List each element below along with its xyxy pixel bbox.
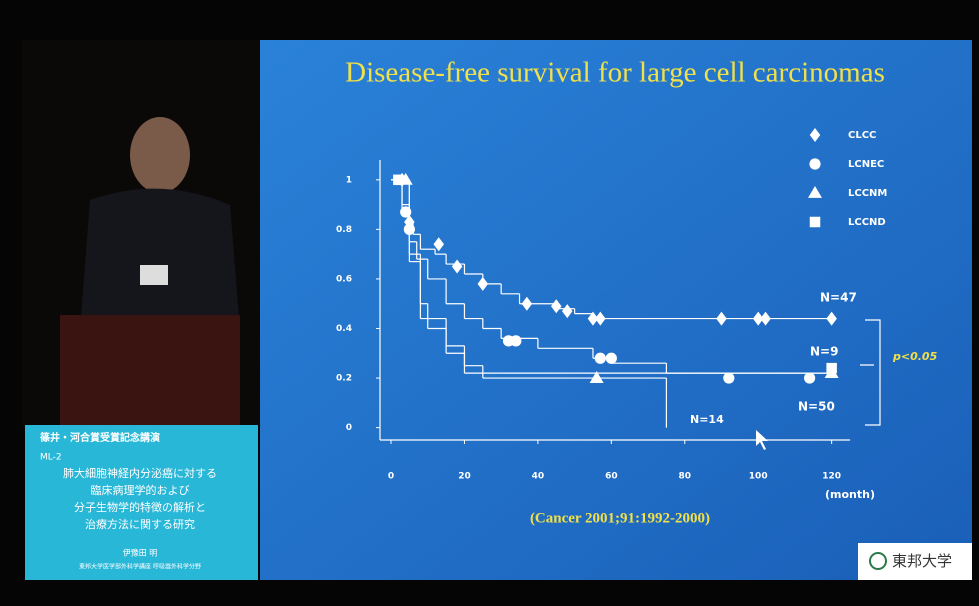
caption-line: 治療方法に関する研究 — [85, 517, 195, 531]
censor-marker — [451, 259, 463, 274]
legend-label: CLCC — [848, 130, 876, 141]
annotation: N=47 — [820, 291, 857, 305]
y-tick-label: 0.6 — [336, 274, 352, 284]
x-tick-label: 100 — [749, 472, 768, 482]
censor-marker — [716, 311, 727, 326]
annotation: p<0.05 — [892, 350, 938, 363]
legend-label: LCNEC — [848, 159, 884, 170]
x-axis-label: (month) — [825, 488, 875, 501]
source: (Cancer 2001;91:1992-2000) — [530, 510, 710, 526]
censor-marker — [562, 304, 573, 319]
logo-box — [858, 543, 972, 580]
x-tick-label: 0 — [388, 472, 394, 482]
x-tick-label: 20 — [458, 472, 471, 482]
y-tick-label: 1 — [346, 175, 352, 185]
bracket — [860, 319, 881, 426]
annotation: N=14 — [690, 413, 724, 426]
caption-event: 篠井・河合賞受賞記念講演 — [40, 431, 160, 444]
censor-marker — [826, 362, 837, 374]
censor-marker — [587, 311, 599, 326]
censor-marker — [723, 372, 735, 384]
censor-marker — [826, 311, 837, 326]
chart-title: Disease-free survival for large cell car… — [345, 57, 885, 89]
censor-marker — [595, 311, 606, 326]
censor-marker — [605, 352, 617, 364]
censor-marker — [551, 299, 562, 314]
caption-code: ML-2 — [40, 453, 62, 463]
x-tick-label: 40 — [532, 472, 545, 482]
censor-marker — [804, 372, 816, 384]
caption-line: 分子生物学的特徴の解析と — [74, 500, 206, 514]
speaker-photo — [22, 40, 260, 425]
x-tick-label: 120 — [822, 472, 841, 482]
y-tick-label: 0 — [346, 423, 352, 433]
x-tick-label: 80 — [679, 472, 692, 482]
y-tick-label: 0.4 — [336, 324, 352, 334]
x-tick-label: 60 — [605, 472, 618, 482]
censor-marker — [594, 352, 606, 364]
censor-marker — [752, 311, 764, 326]
censor-marker — [760, 311, 771, 326]
censor-marker — [433, 237, 444, 252]
censor-marker — [477, 276, 489, 291]
caption-affiliation: 東邦大学医学部外科学講座 呼吸器外科学分野 — [79, 563, 201, 571]
logo-icon — [869, 552, 887, 570]
caption-line: 臨床病理学的および — [91, 483, 190, 497]
y-tick-label: 0.2 — [336, 374, 352, 384]
legend-marker — [809, 128, 821, 142]
censor-marker — [521, 296, 533, 311]
caption-speaker: 伊豫田 明 — [123, 548, 158, 558]
caption-box — [25, 425, 258, 580]
annotation: N=50 — [798, 400, 835, 414]
censor-marker — [393, 174, 404, 186]
censor-marker — [589, 371, 604, 383]
annotation: N=9 — [810, 345, 838, 359]
logo-text: 東邦大学 — [892, 552, 952, 570]
caption-line: 肺大細胞神経内分泌癌に対する — [63, 466, 217, 480]
slide — [260, 40, 972, 580]
y-tick-label: 0.8 — [336, 225, 352, 235]
legend-label: LCCND — [848, 217, 886, 228]
censor-marker — [510, 335, 522, 347]
censor-marker — [400, 206, 412, 218]
legend-marker — [809, 158, 821, 170]
legend-marker — [809, 216, 821, 228]
legend-marker — [808, 186, 822, 198]
legend-label: LCCNM — [848, 188, 887, 199]
